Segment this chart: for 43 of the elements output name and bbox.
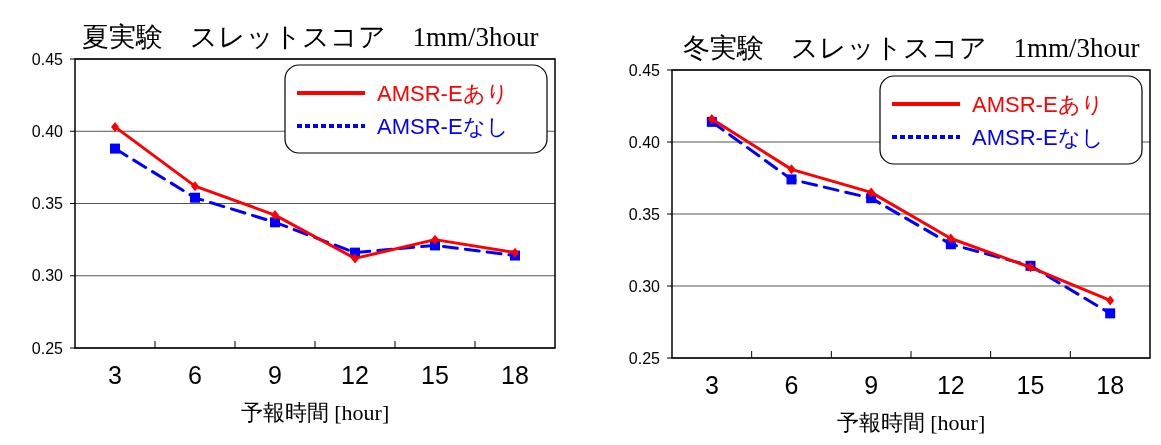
x-tick-label: 6 <box>784 371 799 399</box>
x-tick-label: 12 <box>341 361 369 389</box>
chart-title: 夏実験 スレットスコア 1mm/3hour <box>81 22 539 52</box>
point <box>431 234 439 245</box>
point <box>946 233 955 244</box>
x-tick-label: 18 <box>501 361 529 389</box>
point <box>190 192 200 203</box>
x-tick-label: 3 <box>704 371 719 399</box>
y-tick-label: 0.40 <box>31 122 64 140</box>
y-tick-label: 0.30 <box>31 267 64 285</box>
chart-title: 冬実験 スレットスコア 1mm/3hour <box>682 33 1140 63</box>
point <box>867 187 876 198</box>
y-tick-label: 0.25 <box>31 339 64 357</box>
y-tick-label: 0.25 <box>628 349 661 367</box>
x-axis-title: 予報時間 [hour] <box>240 400 390 425</box>
point <box>786 174 797 185</box>
point <box>191 181 199 192</box>
legend-label: AMSR-Eなし <box>377 113 509 139</box>
y-tick-label: 0.35 <box>31 195 64 213</box>
point <box>1106 295 1115 306</box>
x-tick-label: 6 <box>188 361 202 389</box>
point <box>1105 308 1116 319</box>
legend-label: AMSR-Eあり <box>972 91 1104 117</box>
y-tick-label: 0.35 <box>628 205 661 223</box>
point <box>787 164 796 175</box>
x-tick-label: 15 <box>421 361 449 389</box>
x-tick-label: 3 <box>108 361 122 389</box>
point <box>111 121 119 132</box>
legend-label: AMSR-Eなし <box>972 124 1104 150</box>
y-tick-label: 0.45 <box>31 50 64 68</box>
x-axis-title: 予報時間 [hour] <box>836 410 986 435</box>
point <box>110 143 120 154</box>
y-tick-label: 0.40 <box>628 133 661 151</box>
x-tick-label: 9 <box>268 361 282 389</box>
legend-label: AMSR-Eあり <box>377 80 509 106</box>
point <box>351 253 359 264</box>
x-tick-label: 15 <box>1016 371 1045 399</box>
x-tick-label: 18 <box>1096 371 1125 399</box>
y-tick-label: 0.30 <box>628 277 661 295</box>
x-tick-label: 12 <box>936 371 965 399</box>
point <box>271 210 279 221</box>
x-tick-label: 9 <box>864 371 879 399</box>
y-tick-label: 0.45 <box>628 61 661 79</box>
